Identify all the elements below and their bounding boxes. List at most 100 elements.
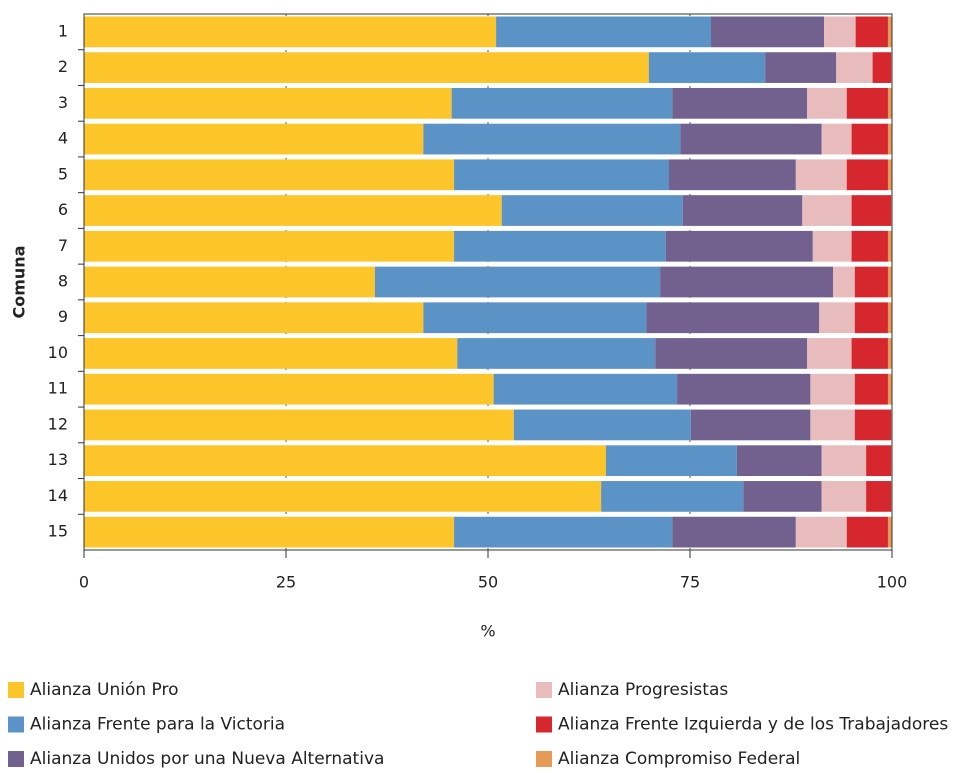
legend-swatch: [536, 716, 552, 733]
bar-segment: [887, 87, 892, 119]
y-tick-label: 14: [48, 486, 68, 505]
bar-segment: [854, 373, 888, 405]
legend-swatch: [8, 682, 24, 698]
bar-segment: [846, 87, 888, 119]
bar-segment: [854, 302, 888, 334]
bar-segment: [660, 266, 834, 298]
y-tick-label: 9: [58, 307, 68, 326]
x-tick-label: 75: [680, 573, 700, 592]
bar-segment: [802, 195, 852, 226]
bar-segment: [846, 159, 888, 191]
bar-segment: [84, 481, 602, 512]
legend-label: Alianza Frente Izquierda y de los Trabaj…: [558, 715, 948, 735]
x-tick-label: 25: [276, 573, 296, 592]
bar-segment: [851, 338, 888, 369]
bar-segment: [84, 445, 606, 477]
bar-segment: [887, 266, 892, 298]
bar-segment: [601, 481, 744, 512]
bar-segment: [496, 16, 712, 48]
y-tick-label: 15: [48, 522, 68, 541]
legend-label: Alianza Progresistas: [558, 680, 728, 700]
bar-segment: [807, 87, 847, 119]
bar-segment: [795, 159, 847, 191]
bar-segment: [665, 230, 813, 262]
bar-segment: [846, 516, 888, 548]
bar-segment: [821, 123, 852, 155]
bar-segment: [677, 373, 811, 405]
legend-swatch: [536, 682, 552, 698]
bar-segment: [501, 195, 683, 226]
legend-swatch: [536, 751, 552, 767]
y-tick-label: 2: [58, 57, 68, 76]
bar-segment: [655, 338, 808, 369]
bar-segment: [648, 52, 766, 83]
y-axis-title: Comuna: [10, 246, 29, 319]
bar-segment: [646, 302, 820, 334]
bar-segment: [84, 373, 494, 405]
bar-segment: [423, 302, 647, 334]
plot-frame: [83, 13, 893, 551]
legend-label: Alianza Compromiso Federal: [558, 749, 800, 769]
bar-segment: [821, 481, 867, 512]
bar-segment: [866, 481, 892, 512]
bar-segment: [680, 123, 822, 155]
bar-segment: [84, 123, 424, 155]
bar-segment: [887, 230, 892, 262]
bar-segment: [84, 302, 424, 334]
bar-segment: [887, 516, 892, 548]
bar-segment: [887, 373, 892, 405]
bar-segment: [854, 266, 888, 298]
bar-segment: [810, 373, 855, 405]
bar-segment: [84, 195, 502, 226]
bar-segment: [84, 87, 452, 119]
x-tick-label: 100: [877, 573, 908, 592]
bar-segment: [493, 373, 678, 405]
bar-segment: [819, 302, 855, 334]
bar-segment: [454, 159, 669, 191]
bar-segment: [887, 159, 892, 191]
bar-segment: [84, 266, 375, 298]
y-tick-label: 3: [58, 93, 68, 112]
bar-segment: [836, 52, 873, 83]
bar-segment: [672, 516, 796, 548]
bar-segment: [457, 338, 656, 369]
bar-segment: [736, 445, 822, 477]
bar-segment: [374, 266, 661, 298]
y-tick-label: 11: [48, 379, 68, 398]
bar-segment: [851, 195, 892, 226]
bar-segment: [855, 16, 888, 48]
x-tick-label: 0: [79, 573, 89, 592]
bar-segment: [887, 338, 892, 369]
bar-segment: [84, 338, 458, 369]
bar-segment: [513, 409, 691, 441]
bar-segment: [454, 230, 666, 262]
legend-label: Alianza Unidos por una Nueva Alternativa: [30, 749, 384, 769]
bar-segment: [605, 445, 737, 477]
bar-segment: [812, 230, 852, 262]
legend-swatch: [8, 716, 24, 733]
bar-segment: [765, 52, 837, 83]
bar-segment: [872, 52, 892, 83]
y-tick-label: 8: [58, 272, 68, 291]
bar-segment: [833, 266, 855, 298]
y-tick-label: 6: [58, 200, 68, 219]
legend-swatch: [8, 751, 24, 767]
bar-segment: [824, 16, 856, 48]
x-tick-label: 50: [478, 573, 498, 592]
bar-segment: [887, 16, 892, 48]
y-tick-label: 7: [58, 236, 68, 255]
y-tick-label: 12: [48, 414, 68, 433]
bar-segment: [690, 409, 811, 441]
y-tick-label: 5: [58, 164, 68, 183]
y-tick-label: 10: [48, 343, 68, 362]
y-tick-label: 1: [58, 21, 68, 40]
x-axis-title: %: [480, 622, 495, 641]
bar-segment: [887, 123, 892, 155]
legend-label: Alianza Unión Pro: [30, 680, 179, 700]
y-tick-label: 4: [58, 129, 68, 148]
bar-segment: [887, 302, 892, 334]
bar-segment: [807, 338, 852, 369]
bar-segment: [84, 16, 497, 48]
bar-segment: [454, 516, 673, 548]
bar-segment: [672, 87, 808, 119]
